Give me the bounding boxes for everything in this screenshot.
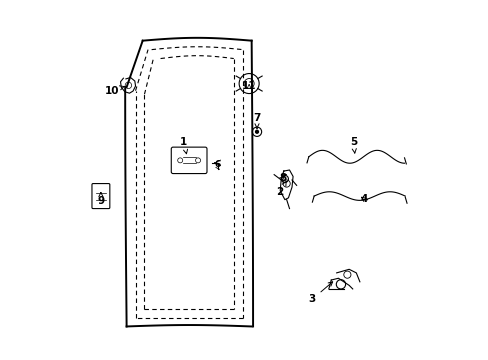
Text: 11: 11: [242, 81, 256, 91]
Text: 8: 8: [279, 173, 286, 183]
Text: 7: 7: [253, 113, 260, 129]
Text: 3: 3: [308, 282, 332, 304]
Text: 2: 2: [276, 181, 285, 197]
Text: 5: 5: [349, 137, 356, 153]
Text: 9: 9: [97, 193, 104, 206]
Text: 10: 10: [104, 86, 124, 95]
Text: 1: 1: [180, 137, 187, 154]
FancyBboxPatch shape: [171, 147, 206, 174]
Text: 4: 4: [360, 194, 367, 204]
FancyBboxPatch shape: [92, 184, 110, 208]
Circle shape: [255, 130, 258, 133]
Text: 6: 6: [214, 161, 221, 170]
